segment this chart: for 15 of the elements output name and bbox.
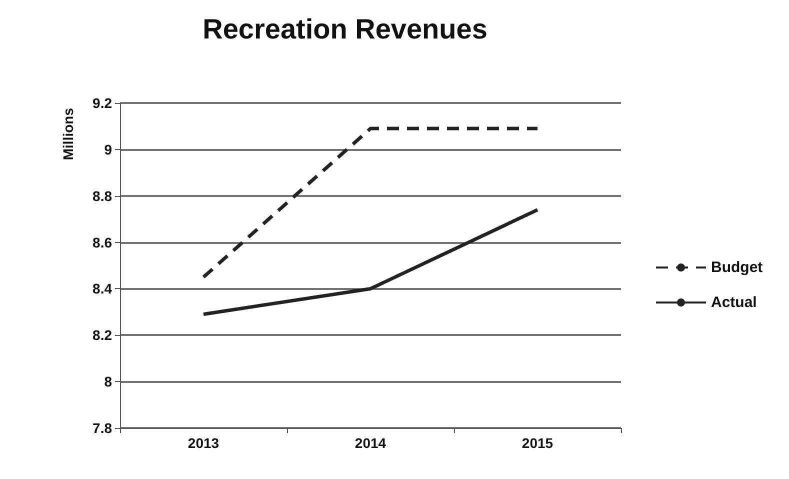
legend-label: Budget <box>711 259 763 276</box>
x-tick-label: 2015 <box>522 435 554 451</box>
y-tick-label: 9.2 <box>92 95 112 111</box>
x-tick-label: 2013 <box>188 435 220 451</box>
x-tick-label: 2014 <box>354 435 386 451</box>
y-tick-label: 8 <box>104 374 112 390</box>
legend-label: Actual <box>711 294 757 311</box>
y-tick-label: 8.2 <box>92 327 112 344</box>
y-tick-label: 8.6 <box>92 234 112 250</box>
y-tick-label: 8.8 <box>92 188 112 204</box>
y-tick-label: 9 <box>104 141 112 158</box>
y-tick-label: 7.8 <box>92 420 112 436</box>
y-axis-title: Millions <box>60 108 76 160</box>
chart-title: Recreation Revenues <box>202 14 488 44</box>
y-tick-label: 8.4 <box>92 280 112 297</box>
